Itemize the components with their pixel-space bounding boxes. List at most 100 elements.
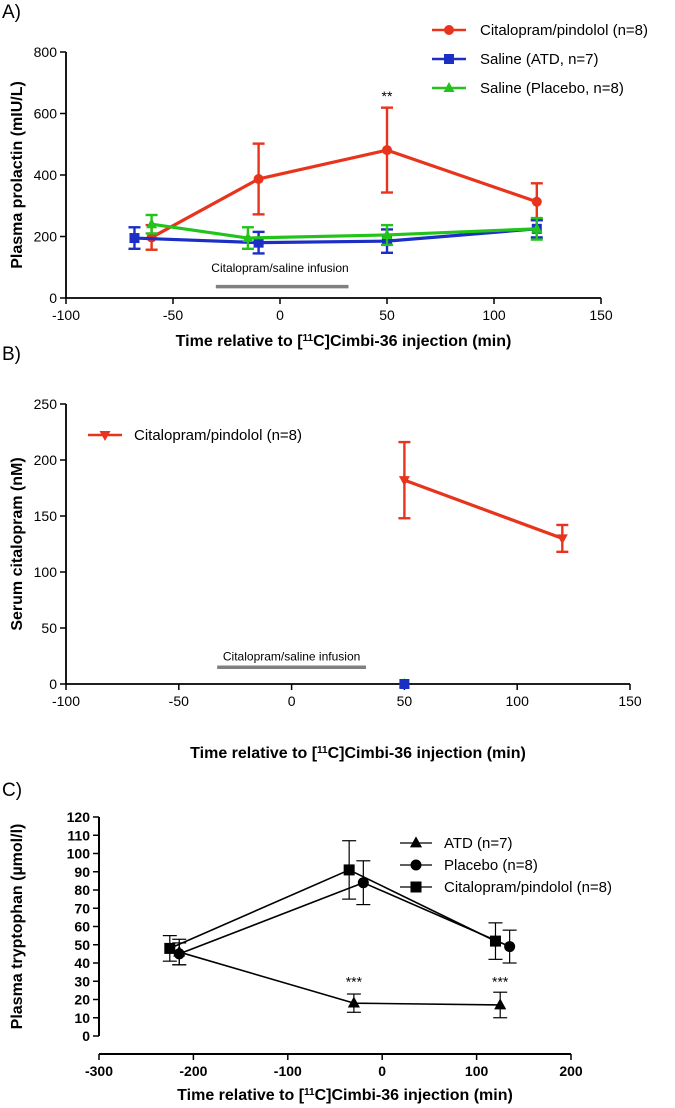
data-point [504,941,516,953]
y-tick-label: 120 [67,809,91,825]
series-0 [398,440,569,554]
series-line [150,148,538,239]
data-point [164,942,176,954]
y-tick-label: 200 [34,452,58,468]
x-tick-label: 0 [276,307,284,323]
data-point [531,196,542,207]
x-tick-label: 50 [379,307,395,323]
x-tick-label: 50 [397,693,413,709]
x-tick-label: -100 [274,1063,302,1079]
data-point [347,996,360,1008]
infusion-label: Citalopram/saline infusion [211,261,348,275]
y-tick-label: 600 [34,106,58,122]
legend-marker [99,431,111,441]
y-tick-label: 40 [74,955,90,971]
y-tick-label: 800 [34,44,58,60]
x-tick-label: -300 [85,1063,113,1079]
infusion-label: Citalopram/saline infusion [223,649,360,663]
chart-panel-a: A) 0 200 400 600 800 -100 -50 0 50 100 150 Time rela… [2,2,648,350]
x-tick-label: -50 [169,693,189,709]
y-tick-label: 50 [74,937,90,953]
data-point [253,173,264,184]
y-tick-label: 70 [74,900,90,916]
y-tick-label: 80 [74,882,90,898]
legend-marker [444,54,454,64]
x-axis-label: Time relative to [11C]Cimbi-36 injection… [177,1087,513,1105]
y-axis-label: Plasma prolactin (mIU/L) [9,81,26,269]
x-tick-label: 200 [559,1063,583,1079]
x-tick-label: 100 [465,1063,489,1079]
data-point [398,476,410,487]
y-tick-label: 0 [82,1028,90,1044]
data-point [399,679,410,689]
legend-label: ATD (n=7) [444,835,513,852]
series-2 [162,840,503,962]
data-point [489,935,501,947]
significance-marker: *** [346,974,363,990]
series-0 [172,938,508,1019]
data-point [531,222,543,233]
series-line [403,478,563,540]
y-tick-label: 100 [34,564,58,580]
x-tick-label: -200 [179,1063,207,1079]
x-tick-label: 100 [482,307,506,323]
y-tick-label: 0 [49,676,57,692]
panel-label: B) [2,344,21,365]
panel-label: A) [2,2,21,23]
legend: ATD (n=7) Placebo (n=8) Citalopram/pindolo… [400,835,612,896]
series-0 [145,106,543,251]
y-tick-label: 250 [34,396,58,412]
series-1 [172,860,517,966]
y-tick-label: 400 [34,167,58,183]
data-point [556,534,568,545]
x-tick-label: 100 [506,693,530,709]
y-tick-label: 60 [74,919,90,935]
legend-label: Citalopram/pindolol (n=8) [134,427,302,444]
data-point [494,998,507,1010]
y-tick-label: 90 [74,864,90,880]
significance-marker: *** [492,974,509,990]
y-tick-label: 200 [34,229,58,245]
x-tick-label: 0 [288,693,296,709]
y-tick-label: 30 [74,973,90,989]
x-tick-label: -100 [52,307,80,323]
data-point [357,877,369,889]
y-tick-label: 150 [34,508,58,524]
x-tick-label: -100 [52,693,80,709]
data-point [173,948,185,960]
legend-marker [410,881,422,893]
data-point [253,237,264,248]
legend-label: Citalopram/pindolol (n=8) [480,22,648,39]
legend-marker [444,25,454,35]
significance-marker: ** [382,88,393,104]
data-point [382,145,392,156]
y-tick-label: 0 [49,290,57,306]
x-tick-label: 150 [618,693,642,709]
x-tick-label: 0 [378,1063,386,1079]
y-tick-label: 110 [67,827,90,843]
x-tick-label: 150 [589,307,613,323]
series-2 [145,213,543,251]
series-line [134,227,537,245]
x-tick-label: -50 [163,307,183,323]
data-point [343,864,355,876]
legend-marker [409,836,423,848]
legend-marker [410,859,422,871]
data-point [129,233,140,244]
chart-panel-c: C) 0 10 20 30 40 50 60 70 80 90 100 110 120 -300 -200 -1… [2,780,612,1104]
panel-label: C) [2,780,22,801]
legend-label: Saline (ATD, n=7) [480,51,599,68]
y-tick-label: 50 [41,620,57,636]
legend-marker [443,82,455,92]
y-tick-label: 100 [67,846,91,862]
data-point [146,218,158,229]
x-axis-label: Time relative to [11C]Cimbi-36 injection… [176,333,512,351]
y-tick-label: 20 [74,992,90,1008]
data-point [242,232,254,243]
x-axis-label: Time relative to [11C]Cimbi-36 injection… [190,745,526,763]
series-line [151,222,537,240]
y-tick-label: 10 [74,1010,90,1026]
legend-label: Citalopram/pindolol (n=8) [444,879,612,896]
legend-label: Saline (Placebo, n=8) [480,80,624,97]
